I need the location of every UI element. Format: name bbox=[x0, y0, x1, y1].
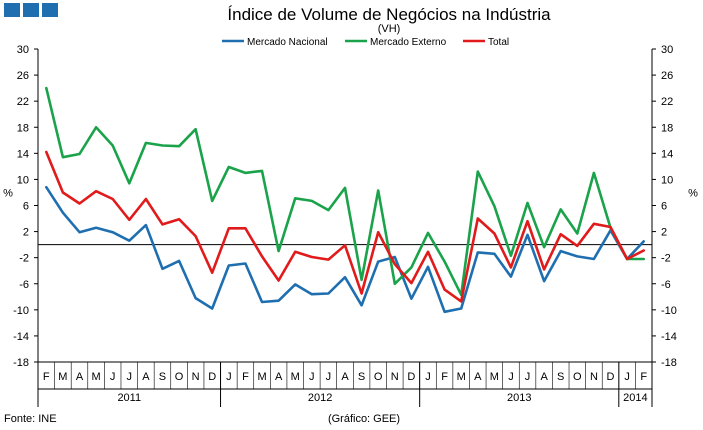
y-tick-label-right: -2 bbox=[661, 253, 671, 265]
y-tick-label-left: -10 bbox=[13, 305, 29, 317]
year-label: 2014 bbox=[623, 392, 647, 404]
x-tick-label: N bbox=[192, 371, 200, 383]
x-tick-label: M bbox=[58, 371, 67, 383]
chart-subtitle: (VH) bbox=[378, 23, 401, 35]
x-tick-label: A bbox=[76, 371, 84, 383]
y-tick-label-right: 18 bbox=[661, 122, 673, 134]
y-tick-label-left: -14 bbox=[13, 331, 29, 343]
y-tick-label-right: 2 bbox=[661, 227, 667, 239]
y-tick-label-right: 14 bbox=[661, 148, 673, 160]
x-tick-label: N bbox=[391, 371, 399, 383]
legend-label: Mercado Nacional bbox=[247, 37, 328, 48]
y-axis-label-right: % bbox=[688, 187, 698, 199]
y-tick-label-left: 18 bbox=[17, 122, 29, 134]
x-tick-label: F bbox=[43, 371, 50, 383]
y-tick-label-left: -18 bbox=[13, 357, 29, 369]
y-tick-label-right: 6 bbox=[661, 201, 667, 213]
x-tick-label: M bbox=[91, 371, 100, 383]
brand-blocks bbox=[4, 3, 58, 17]
x-tick-label: M bbox=[457, 371, 466, 383]
x-tick-label: J bbox=[624, 371, 630, 383]
y-tick-label-left: 10 bbox=[17, 174, 29, 186]
x-tick-label: M bbox=[257, 371, 266, 383]
x-tick-label: J bbox=[226, 371, 232, 383]
year-label: 2012 bbox=[308, 392, 332, 404]
x-tick-label: F bbox=[640, 371, 647, 383]
x-tick-label: J bbox=[425, 371, 431, 383]
x-tick-label: M bbox=[291, 371, 300, 383]
x-tick-label: J bbox=[326, 371, 332, 383]
x-tick-label: A bbox=[341, 371, 349, 383]
y-tick-label-left: 30 bbox=[17, 44, 29, 56]
x-tick-label: O bbox=[374, 371, 383, 383]
y-tick-label-right: 10 bbox=[661, 174, 673, 186]
y-tick-label-left: 2 bbox=[23, 227, 29, 239]
y-tick-label-left: 6 bbox=[23, 201, 29, 213]
x-tick-label: D bbox=[607, 371, 615, 383]
y-tick-label-left: -2 bbox=[19, 253, 29, 265]
brand-block-icon bbox=[42, 3, 58, 17]
y-tick-label-right: 30 bbox=[661, 44, 673, 56]
y-tick-label-left: 14 bbox=[17, 148, 29, 160]
chart-title: Índice de Volume de Negócios na Indústri… bbox=[227, 5, 551, 24]
y-tick-label-right: -6 bbox=[661, 279, 671, 291]
series-line-mercado-nacional bbox=[44, 185, 646, 314]
y-tick-label-right: -18 bbox=[661, 357, 677, 369]
x-tick-label: A bbox=[142, 371, 150, 383]
x-tick-label: S bbox=[358, 371, 365, 383]
chart-credit: (Gráfico: GEE) bbox=[328, 413, 400, 425]
x-tick-label: O bbox=[573, 371, 582, 383]
series-line-total bbox=[44, 150, 646, 303]
brand-block-icon bbox=[4, 3, 20, 17]
x-tick-label: J bbox=[525, 371, 531, 383]
y-axis-label-left: % bbox=[3, 187, 13, 199]
x-tick-label: J bbox=[309, 371, 315, 383]
source-note: Fonte: INE bbox=[4, 413, 57, 425]
x-tick-label: S bbox=[159, 371, 166, 383]
x-tick-label: A bbox=[474, 371, 482, 383]
year-label: 2013 bbox=[507, 392, 531, 404]
brand-block-icon bbox=[23, 3, 39, 17]
x-tick-label: A bbox=[275, 371, 283, 383]
y-tick-label-left: -6 bbox=[19, 279, 29, 291]
y-tick-label-left: 22 bbox=[17, 96, 29, 108]
x-tick-label: J bbox=[508, 371, 514, 383]
year-label: 2011 bbox=[117, 392, 141, 404]
x-tick-label: O bbox=[175, 371, 184, 383]
legend-label: Mercado Externo bbox=[370, 37, 447, 48]
x-tick-label: D bbox=[407, 371, 415, 383]
y-tick-label-right: 22 bbox=[661, 96, 673, 108]
y-tick-label-right: -10 bbox=[661, 305, 677, 317]
x-tick-label: F bbox=[441, 371, 448, 383]
y-tick-label-right: -14 bbox=[661, 331, 677, 343]
x-tick-label: D bbox=[208, 371, 216, 383]
y-tick-label-left: 26 bbox=[17, 70, 29, 82]
x-tick-label: F bbox=[242, 371, 249, 383]
x-tick-label: N bbox=[590, 371, 598, 383]
x-tick-label: A bbox=[540, 371, 548, 383]
x-tick-label: M bbox=[490, 371, 499, 383]
y-tick-label-right: 26 bbox=[661, 70, 673, 82]
x-tick-label: J bbox=[127, 371, 133, 383]
x-tick-label: S bbox=[557, 371, 564, 383]
legend-label: Total bbox=[488, 37, 509, 48]
x-tick-label: J bbox=[110, 371, 116, 383]
